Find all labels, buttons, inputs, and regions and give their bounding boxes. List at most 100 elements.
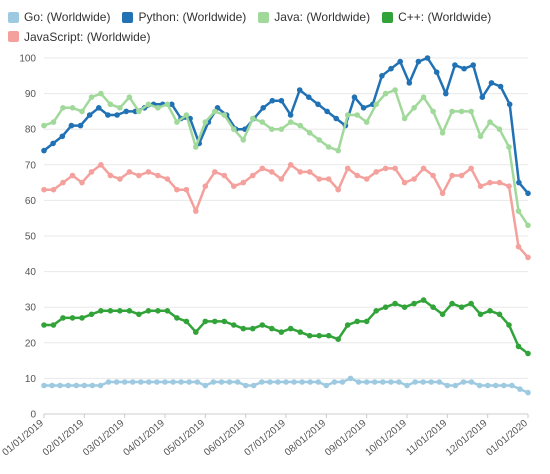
- data-point[interactable]: [65, 382, 71, 389]
- data-point[interactable]: [98, 162, 104, 168]
- data-point[interactable]: [344, 112, 351, 118]
- data-point[interactable]: [49, 382, 55, 389]
- data-point[interactable]: [373, 308, 380, 314]
- data-point[interactable]: [79, 108, 85, 115]
- data-point[interactable]: [287, 325, 294, 332]
- data-point[interactable]: [496, 311, 503, 318]
- data-point[interactable]: [259, 165, 266, 172]
- data-point[interactable]: [477, 183, 484, 189]
- data-point[interactable]: [501, 382, 507, 389]
- data-point[interactable]: [487, 119, 493, 125]
- data-point[interactable]: [164, 101, 171, 108]
- data-point[interactable]: [88, 311, 95, 318]
- data-point[interactable]: [497, 83, 504, 90]
- data-point[interactable]: [325, 176, 332, 182]
- data-point[interactable]: [68, 122, 75, 129]
- data-point[interactable]: [278, 329, 285, 335]
- data-point[interactable]: [401, 304, 408, 311]
- data-point[interactable]: [468, 165, 474, 172]
- data-point[interactable]: [392, 165, 398, 172]
- data-point[interactable]: [420, 379, 426, 385]
- data-point[interactable]: [363, 379, 370, 385]
- data-point[interactable]: [287, 119, 294, 125]
- data-point[interactable]: [136, 108, 142, 115]
- data-point[interactable]: [269, 97, 276, 104]
- data-point[interactable]: [155, 172, 161, 179]
- data-point[interactable]: [117, 308, 123, 314]
- data-point[interactable]: [458, 108, 465, 115]
- data-point[interactable]: [444, 382, 451, 389]
- data-point[interactable]: [371, 379, 378, 385]
- data-point[interactable]: [496, 179, 503, 186]
- data-point[interactable]: [41, 186, 47, 193]
- data-point[interactable]: [186, 379, 192, 385]
- data-point[interactable]: [335, 336, 342, 343]
- data-point[interactable]: [193, 144, 199, 150]
- data-point[interactable]: [525, 389, 531, 396]
- data-point[interactable]: [415, 58, 422, 65]
- legend-item[interactable]: Go: (Worldwide): [8, 8, 110, 26]
- data-point[interactable]: [468, 108, 474, 115]
- data-point[interactable]: [210, 379, 217, 385]
- data-point[interactable]: [50, 140, 56, 147]
- data-point[interactable]: [412, 379, 418, 385]
- data-point[interactable]: [287, 112, 294, 118]
- data-point[interactable]: [487, 308, 493, 314]
- data-point[interactable]: [306, 130, 313, 136]
- data-point[interactable]: [379, 73, 385, 79]
- data-point[interactable]: [299, 379, 305, 385]
- data-point[interactable]: [145, 308, 152, 314]
- data-point[interactable]: [354, 318, 361, 325]
- data-point[interactable]: [461, 65, 467, 72]
- data-point[interactable]: [154, 379, 160, 385]
- data-point[interactable]: [396, 379, 402, 385]
- data-point[interactable]: [41, 122, 47, 129]
- data-point[interactable]: [411, 300, 417, 307]
- data-point[interactable]: [331, 379, 338, 385]
- data-point[interactable]: [269, 325, 275, 332]
- data-point[interactable]: [183, 112, 190, 118]
- data-point[interactable]: [406, 80, 413, 86]
- data-point[interactable]: [231, 183, 237, 189]
- data-point[interactable]: [333, 115, 340, 122]
- data-point[interactable]: [439, 190, 446, 197]
- data-point[interactable]: [278, 97, 285, 104]
- data-point[interactable]: [484, 382, 491, 389]
- data-point[interactable]: [50, 322, 57, 328]
- data-point[interactable]: [114, 112, 120, 118]
- data-point[interactable]: [477, 311, 484, 318]
- data-point[interactable]: [113, 379, 120, 385]
- data-point[interactable]: [221, 318, 228, 325]
- data-point[interactable]: [234, 379, 241, 385]
- data-point[interactable]: [424, 55, 431, 61]
- data-point[interactable]: [373, 169, 380, 175]
- data-point[interactable]: [439, 311, 446, 318]
- data-point[interactable]: [155, 308, 161, 314]
- data-point[interactable]: [306, 94, 312, 100]
- data-point[interactable]: [221, 172, 228, 179]
- data-point[interactable]: [517, 386, 523, 392]
- data-point[interactable]: [77, 122, 84, 129]
- data-point[interactable]: [136, 172, 142, 179]
- data-point[interactable]: [155, 105, 161, 111]
- data-point[interactable]: [278, 176, 285, 182]
- data-point[interactable]: [146, 379, 152, 385]
- data-point[interactable]: [226, 379, 233, 385]
- data-point[interactable]: [145, 169, 152, 175]
- data-point[interactable]: [476, 382, 483, 389]
- data-point[interactable]: [363, 176, 370, 182]
- data-point[interactable]: [126, 308, 133, 314]
- legend-item[interactable]: JavaScript: (Worldwide): [8, 28, 150, 46]
- data-point[interactable]: [325, 144, 332, 150]
- data-point[interactable]: [449, 172, 455, 179]
- data-point[interactable]: [250, 325, 256, 332]
- data-point[interactable]: [57, 382, 63, 389]
- data-point[interactable]: [354, 172, 361, 179]
- data-point[interactable]: [41, 382, 47, 389]
- data-point[interactable]: [411, 105, 417, 111]
- data-point[interactable]: [259, 119, 266, 125]
- data-point[interactable]: [470, 62, 477, 68]
- data-point[interactable]: [121, 379, 128, 385]
- data-point[interactable]: [335, 186, 342, 193]
- data-point[interactable]: [126, 169, 133, 175]
